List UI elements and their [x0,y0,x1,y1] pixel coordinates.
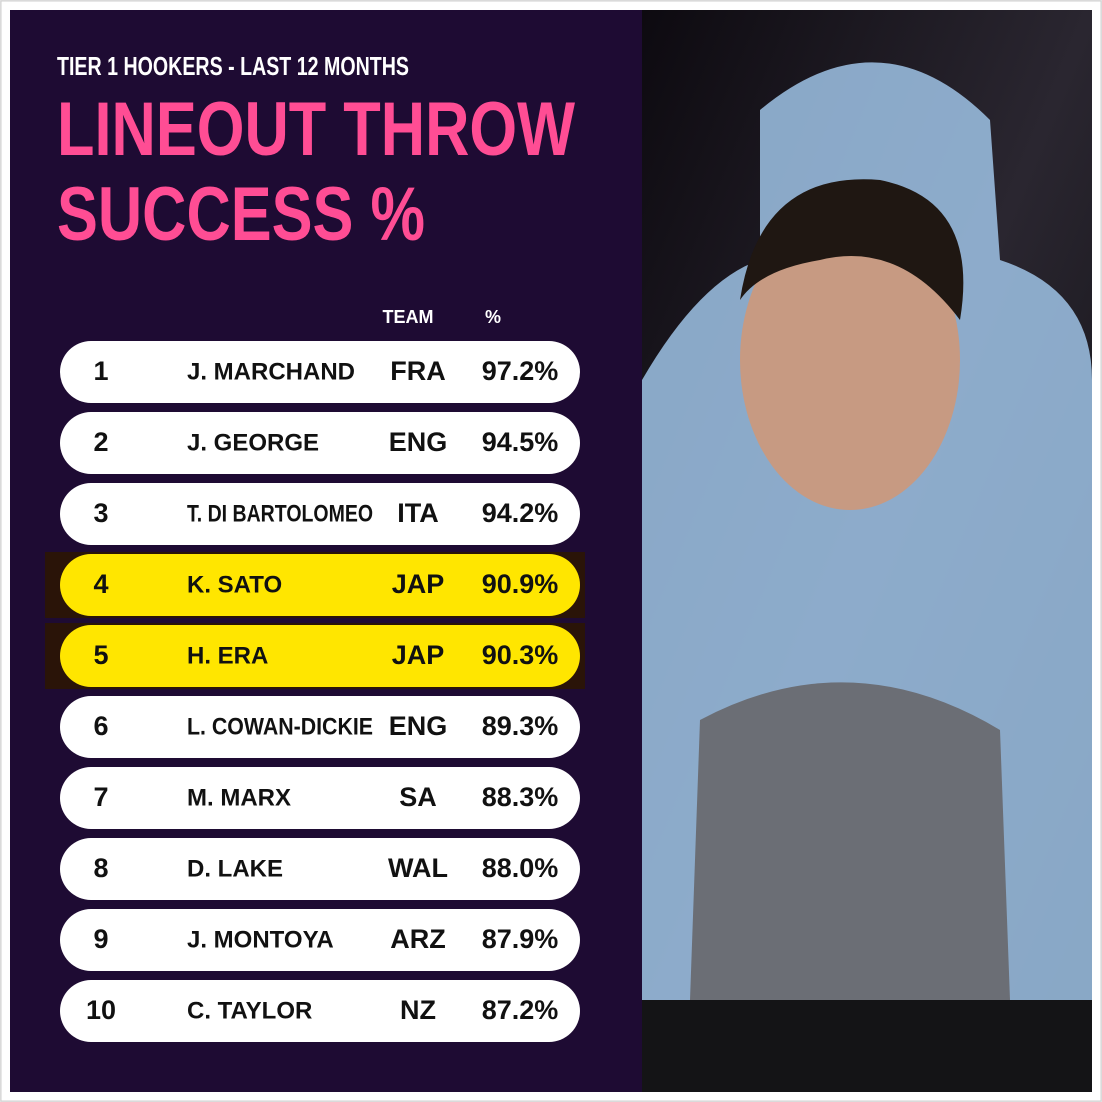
player-name: J. MARCHAND [187,358,355,385]
player-name: H. ERA [187,642,268,669]
team: NZ [400,995,436,1025]
photo [642,10,1092,1092]
player-name: J. GEORGE [187,429,319,456]
percentage: 94.5% [482,427,559,457]
percentage: 87.2% [482,995,559,1025]
row-pill [60,554,580,616]
percentage: 90.3% [482,640,559,670]
team: SA [399,782,437,812]
rank: 5 [93,640,108,670]
percentage: 88.0% [482,853,559,883]
row-pill [60,483,580,545]
rank: 6 [93,711,108,741]
row-pill [60,696,580,758]
rank: 10 [86,995,116,1025]
rank: 4 [93,569,108,599]
team: ITA [397,498,439,528]
team: ENG [389,711,448,741]
rank: 2 [93,427,108,457]
percentage: 89.3% [482,711,559,741]
row-pill [60,980,580,1042]
percentage: 88.3% [482,782,559,812]
team: FRA [390,356,446,386]
column-header: TEAM [383,307,434,327]
subtitle: TIER 1 HOOKERS - LAST 12 MONTHS [57,51,409,81]
row-pill [60,625,580,687]
team: WAL [388,853,448,883]
player-name: D. LAKE [187,855,283,882]
row-pill [60,838,580,900]
title-line: LINEOUT THROW [57,87,575,172]
player-name: T. DI BARTOLOMEO [187,500,373,527]
rank: 7 [93,782,108,812]
rank: 1 [93,356,108,386]
percentage: 97.2% [482,356,559,386]
column-header: % [485,307,501,327]
rank: 9 [93,924,108,954]
player-name: K. SATO [187,571,282,598]
percentage: 87.9% [482,924,559,954]
row-pill [60,767,580,829]
player-name: L. COWAN-DICKIE [187,713,373,740]
player-name: C. TAYLOR [187,997,312,1024]
row-pill [60,412,580,474]
team: JAP [392,569,445,599]
team: ENG [389,427,448,457]
rank: 3 [93,498,108,528]
percentage: 90.9% [482,569,559,599]
team: JAP [392,640,445,670]
percentage: 94.2% [482,498,559,528]
player-name: J. MONTOYA [187,926,334,953]
rank: 8 [93,853,108,883]
team: ARZ [390,924,446,954]
row-pill [60,909,580,971]
row-pill [60,341,580,403]
player-name: M. MARX [187,784,291,811]
title-line: SUCCESS % [57,172,425,257]
